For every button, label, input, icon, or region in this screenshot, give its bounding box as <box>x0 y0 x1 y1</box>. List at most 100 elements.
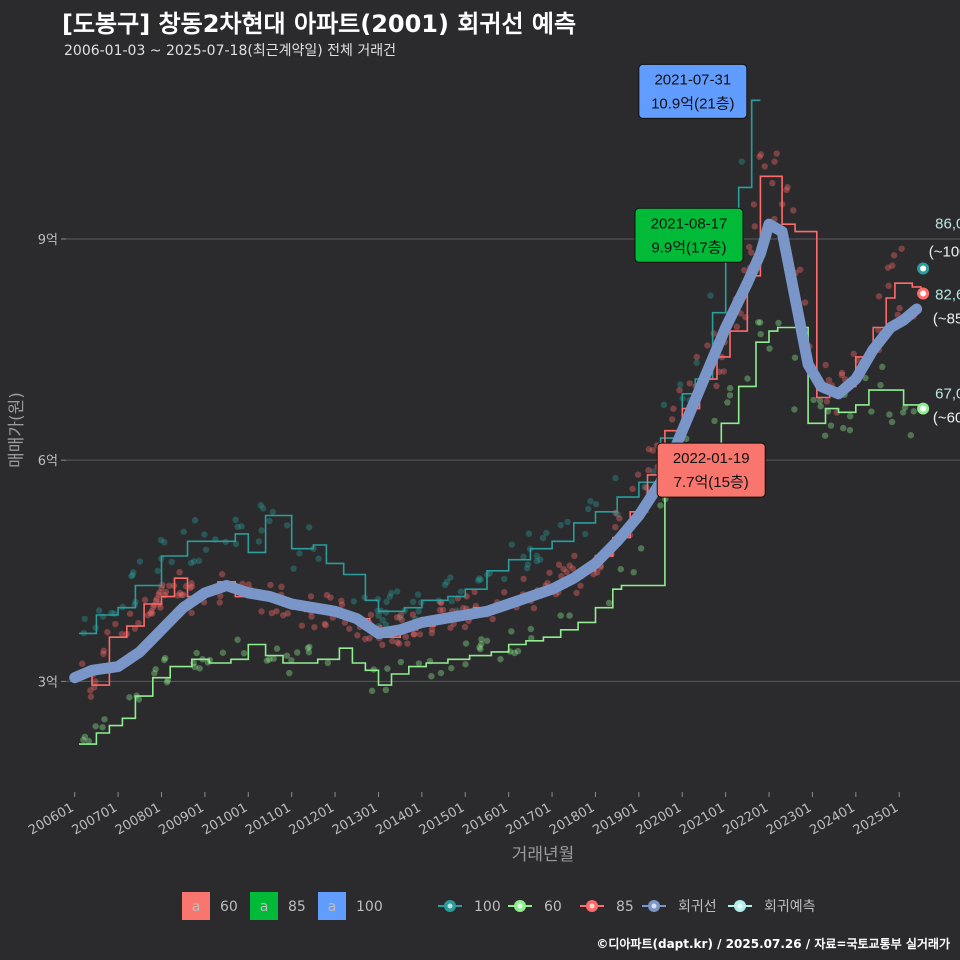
trade-point <box>520 575 527 583</box>
trade-point <box>645 446 653 453</box>
trade-point <box>188 583 196 590</box>
trade-point <box>761 163 768 170</box>
trade-point <box>693 359 700 366</box>
trade-point <box>773 150 780 157</box>
trade-point <box>394 639 401 646</box>
legend-marker-center <box>447 903 453 909</box>
trade-point <box>448 664 455 672</box>
trade-point <box>478 636 485 643</box>
trade-point <box>587 497 594 505</box>
trade-point <box>733 323 741 330</box>
trade-point <box>846 413 854 420</box>
trade-point <box>748 249 755 256</box>
trade-point <box>298 622 306 629</box>
trade-point <box>415 607 422 615</box>
x-tick-label: 201401 <box>373 800 423 838</box>
trade-point <box>726 392 734 399</box>
trade-point <box>338 601 346 608</box>
y-axis-title: 매매가(원) <box>7 392 27 468</box>
trade-point <box>476 643 483 651</box>
trade-point <box>478 640 485 648</box>
x-tick-label: 201701 <box>504 800 554 838</box>
trade-point <box>152 597 160 605</box>
trade-point <box>566 562 573 569</box>
forecast-value-label: 67,000 <box>935 386 960 403</box>
trade-point <box>131 625 139 632</box>
x-tick-label: 200901 <box>156 800 206 838</box>
trade-point <box>886 411 893 418</box>
trade-point <box>670 405 677 412</box>
trade-point <box>838 369 846 377</box>
trade-point <box>486 570 494 577</box>
trade-point <box>439 606 447 614</box>
trade-point <box>166 582 173 589</box>
trade-point <box>92 678 99 685</box>
trade-point <box>533 557 541 565</box>
trade-point <box>592 500 600 508</box>
trade-point <box>368 687 376 695</box>
legend-fill-swatch <box>182 892 210 920</box>
trade-point <box>398 616 406 624</box>
trade-point <box>884 264 892 271</box>
trade-point <box>476 575 483 582</box>
trade-point <box>367 611 375 619</box>
trade-point <box>92 723 99 730</box>
trade-point <box>539 534 547 542</box>
trade-point <box>751 223 758 230</box>
trade-point <box>555 561 563 568</box>
trade-point <box>395 640 403 647</box>
trade-point <box>397 658 405 666</box>
trade-point <box>726 384 734 392</box>
trade-point <box>489 615 496 623</box>
trade-point <box>294 649 301 656</box>
trade-point <box>396 614 403 621</box>
trade-point <box>523 565 531 572</box>
x-tick-label: 200601 <box>26 800 76 838</box>
trade-point <box>582 530 589 538</box>
trade-point <box>612 523 619 531</box>
trade-point <box>191 517 199 524</box>
trade-point <box>543 529 550 537</box>
trade-point <box>136 558 144 565</box>
trade-point <box>366 635 373 642</box>
trade-point <box>386 593 394 600</box>
trade-point <box>118 630 126 638</box>
x-tick-label: 202101 <box>677 800 727 838</box>
trade-point <box>112 620 119 628</box>
trade-point <box>286 669 293 677</box>
trade-point <box>80 736 87 744</box>
trade-point <box>305 649 313 656</box>
trade-point <box>824 408 832 415</box>
trade-point <box>415 660 423 667</box>
trade-point <box>564 518 571 526</box>
trade-point <box>324 659 332 667</box>
trade-point <box>135 696 143 703</box>
trade-point <box>263 657 271 664</box>
legend-swatch-letter: a <box>192 899 201 915</box>
trade-point <box>216 599 223 606</box>
trade-point <box>756 319 764 326</box>
trade-point <box>258 608 265 615</box>
trade-point <box>382 686 390 694</box>
trade-point <box>677 381 684 388</box>
trade-point <box>152 666 159 673</box>
legend-fill-label: 85 <box>288 899 306 915</box>
trade-point <box>511 649 518 657</box>
x-tick-label: 201901 <box>590 800 640 838</box>
trade-point <box>645 466 652 474</box>
trade-point <box>501 588 508 596</box>
trade-point <box>188 580 195 587</box>
trade-point <box>130 569 137 576</box>
trade-point <box>168 558 175 566</box>
trade-point <box>187 559 195 567</box>
trade-point <box>290 565 297 572</box>
trade-point <box>87 687 94 694</box>
trade-point <box>877 381 884 389</box>
callout-box <box>634 207 744 263</box>
trade-point <box>147 610 154 617</box>
callout-box <box>656 442 766 498</box>
trade-point <box>757 330 764 338</box>
trade-point <box>437 669 445 677</box>
trade-point <box>741 266 748 274</box>
trade-point <box>557 612 564 619</box>
